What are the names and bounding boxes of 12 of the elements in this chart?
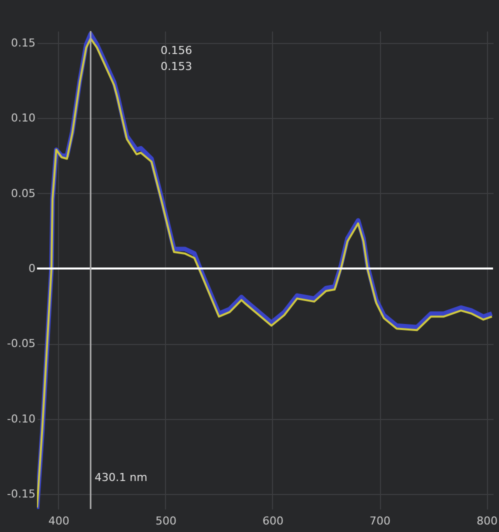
- y-tick-label: 0.05: [11, 186, 36, 200]
- x-tick-label: 500: [155, 514, 176, 528]
- x-tick-label: 700: [370, 514, 391, 528]
- y-tick-label: 0.15: [11, 36, 36, 50]
- y-tick-label: -0.05: [7, 337, 36, 350]
- x-tick-label: 400: [48, 514, 70, 528]
- y-tick-label: -0.15: [7, 487, 36, 500]
- y-tick-label: 0.10: [11, 112, 36, 125]
- x-tick-label: 600: [262, 514, 284, 528]
- x-tick-label: 800: [476, 514, 498, 528]
- y-tick-label: 0: [28, 262, 36, 275]
- y-tick-label: -0.10: [7, 412, 36, 426]
